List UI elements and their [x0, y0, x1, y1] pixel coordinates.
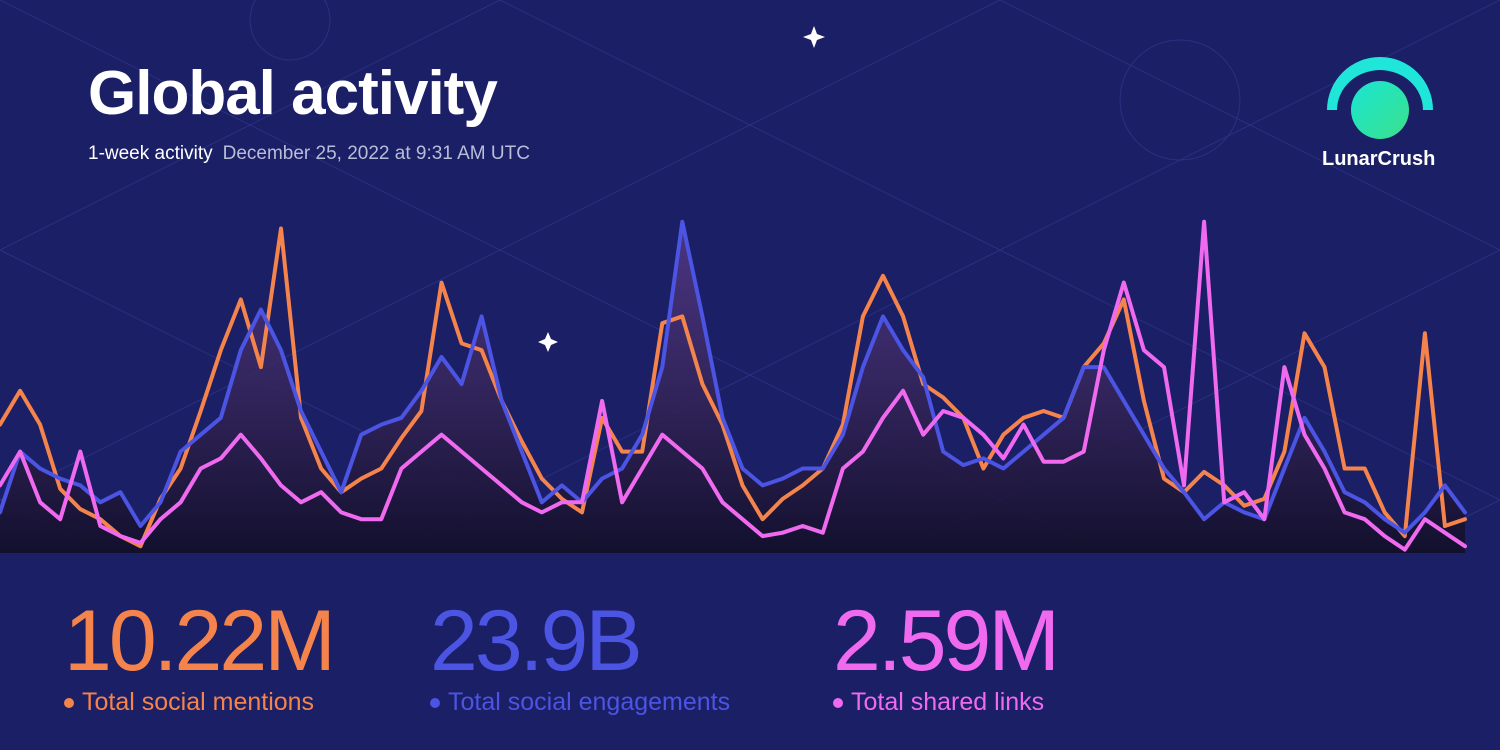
- stat-value: 2.59M: [833, 593, 1060, 689]
- area: [0, 221, 1465, 554]
- stat-label-text: Total shared links: [851, 688, 1045, 716]
- brand: LunarCrush: [1322, 148, 1436, 170]
- stat-value: 23.9B: [430, 593, 643, 689]
- legend-dot: [833, 698, 843, 709]
- plot: [0, 219, 1467, 554]
- legend-dot: [430, 698, 440, 709]
- stat-label: Total shared links: [833, 688, 1057, 717]
- stat: 2.59M Total shared links: [833, 593, 1060, 717]
- period: 1-week activity: [88, 143, 213, 164]
- stat-label-text: Total social mentions: [82, 688, 315, 716]
- date: December 25, 2022 at 9:31 AM UTC: [222, 143, 530, 164]
- subtitle: 1-week activity December 25, 2022 at 9:31…: [88, 143, 530, 165]
- logo: [1327, 57, 1433, 139]
- stat-label: Total social mentions: [64, 688, 333, 717]
- line: [0, 219, 1467, 552]
- stat: 10.22M Total social mentions: [64, 593, 336, 717]
- stat-label-text: Total social engagements: [448, 688, 731, 716]
- line: [0, 219, 1467, 535]
- stat-label: Total social engagements: [430, 688, 730, 717]
- stat-value: 10.22M: [64, 593, 336, 689]
- legend-dot: [64, 698, 74, 709]
- stat: 23.9B Total social engagements: [430, 596, 730, 717]
- title: Global activity: [88, 59, 498, 128]
